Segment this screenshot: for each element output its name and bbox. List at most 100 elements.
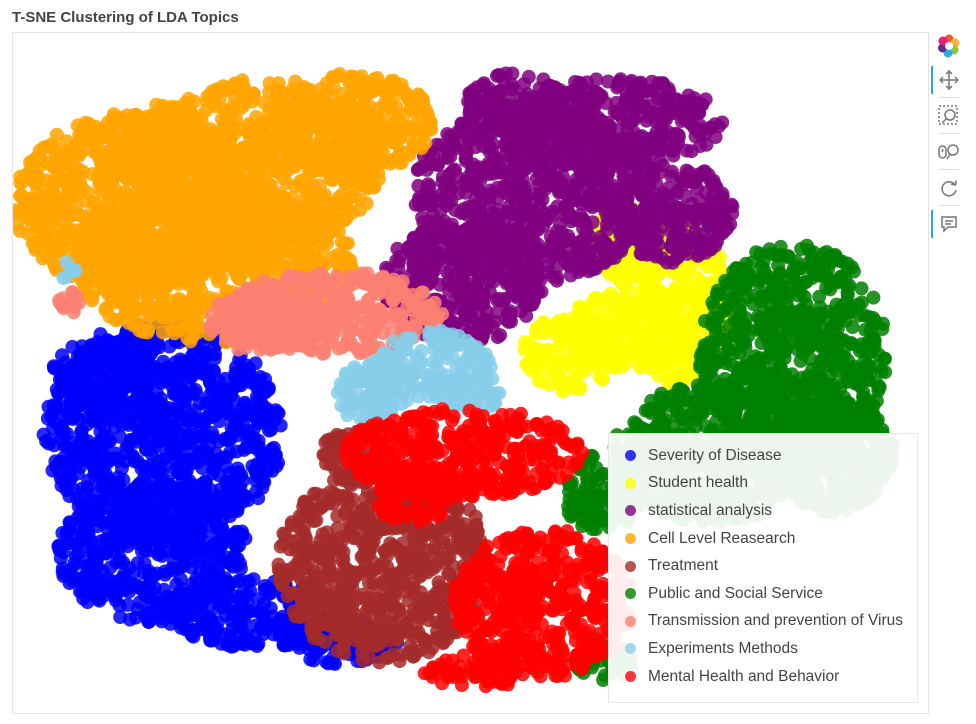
- scatter-point: [667, 141, 682, 155]
- scatter-point: [432, 277, 447, 292]
- scatter-point: [586, 260, 601, 275]
- scatter-point: [79, 482, 94, 497]
- scatter-point: [54, 432, 69, 447]
- scatter-point: [692, 118, 707, 133]
- scatter-point: [123, 612, 137, 627]
- scatter-point: [604, 358, 619, 373]
- scatter-point: [517, 77, 532, 91]
- scatter-point: [445, 277, 460, 292]
- scatter-point: [215, 401, 230, 416]
- scatter-point: [199, 397, 214, 412]
- scatter-point: [670, 213, 685, 228]
- scatter-point: [203, 633, 218, 648]
- scatter-point: [565, 156, 580, 171]
- scatter-point: [86, 348, 101, 363]
- scatter-point: [642, 268, 657, 282]
- scatter-point: [198, 445, 213, 460]
- scatter-point: [611, 107, 625, 122]
- scatter-point: [123, 397, 138, 412]
- scatter-point: [580, 192, 595, 207]
- scatter-point: [520, 357, 534, 372]
- scatter-plot[interactable]: [13, 33, 929, 714]
- scatter-point: [604, 289, 619, 304]
- scatter-point: [464, 101, 479, 116]
- scatter-point: [482, 273, 497, 288]
- scatter-point: [578, 113, 593, 128]
- scatter-point: [614, 320, 629, 335]
- scatter-point: [141, 563, 156, 578]
- scatter-point: [655, 96, 670, 111]
- scatter-point: [448, 243, 463, 258]
- scatter-point: [634, 247, 649, 262]
- scatter-point: [514, 92, 529, 107]
- scatter-point: [252, 380, 267, 395]
- scatter-point: [523, 298, 538, 312]
- scatter-point: [469, 243, 484, 258]
- scatter-point: [616, 197, 631, 212]
- scatter-point: [596, 199, 611, 214]
- scatter-point: [615, 159, 630, 174]
- scatter-point: [620, 219, 635, 234]
- scatter-point: [447, 293, 462, 308]
- scatter-point: [675, 312, 690, 327]
- scatter-point: [570, 336, 585, 351]
- scatter-point: [159, 428, 174, 443]
- scatter-point: [177, 587, 192, 601]
- scatter-point: [234, 527, 249, 542]
- scatter-point: [89, 572, 104, 587]
- scatter-point: [110, 377, 125, 392]
- scatter-point: [91, 453, 106, 468]
- scatter-point: [122, 333, 136, 347]
- scatter-point: [607, 250, 622, 265]
- scatter-point: [224, 420, 239, 435]
- scatter-point: [549, 273, 564, 288]
- scatter-point: [693, 139, 708, 154]
- scatter-point: [665, 235, 680, 250]
- scatter-point: [108, 589, 123, 604]
- scatter-point: [266, 440, 281, 455]
- scatter-point: [197, 360, 212, 375]
- scatter-point: [162, 339, 177, 354]
- scatter-point: [73, 459, 88, 474]
- scatter-point: [591, 319, 606, 334]
- scatter-point: [639, 302, 654, 317]
- scatter-point: [158, 544, 173, 559]
- scatter-point: [521, 225, 536, 240]
- scatter-point: [477, 226, 492, 241]
- scatter-point: [639, 83, 654, 98]
- scatter-point: [575, 233, 589, 248]
- scatter-point: [559, 210, 574, 224]
- scatter-point: [250, 639, 264, 653]
- scatter-point: [460, 145, 474, 160]
- scatter-point: [487, 103, 502, 118]
- scatter-point: [93, 416, 108, 431]
- scatter-point: [599, 140, 614, 155]
- scatter-point: [140, 422, 155, 437]
- scatter-point: [637, 282, 652, 297]
- scatter-point: [172, 514, 187, 529]
- scatter-point: [139, 442, 154, 457]
- scatter-point: [598, 154, 613, 169]
- scatter-point: [649, 328, 664, 343]
- scatter-point: [536, 206, 551, 221]
- scatter-point: [105, 361, 120, 376]
- plot-area[interactable]: Severity of Disease Student health statist…: [12, 32, 929, 714]
- scatter-point: [62, 365, 77, 380]
- scatter-point: [577, 215, 592, 230]
- scatter-point: [415, 224, 430, 239]
- scatter-point: [547, 326, 562, 341]
- scatter-point: [48, 400, 63, 415]
- scatter-point: [138, 588, 153, 603]
- scatter-point: [63, 471, 78, 486]
- scatter-point: [610, 123, 625, 138]
- scatter-point: [632, 328, 647, 343]
- scatter-point: [152, 521, 167, 536]
- scatter-point: [272, 613, 287, 628]
- scatter-point: [476, 292, 491, 307]
- scatter-point: [677, 102, 692, 117]
- scatter-point: [237, 612, 252, 627]
- scatter-point: [183, 369, 198, 383]
- scatter-point: [530, 237, 545, 252]
- scatter-point: [259, 410, 273, 425]
- scatter-point: [207, 551, 222, 566]
